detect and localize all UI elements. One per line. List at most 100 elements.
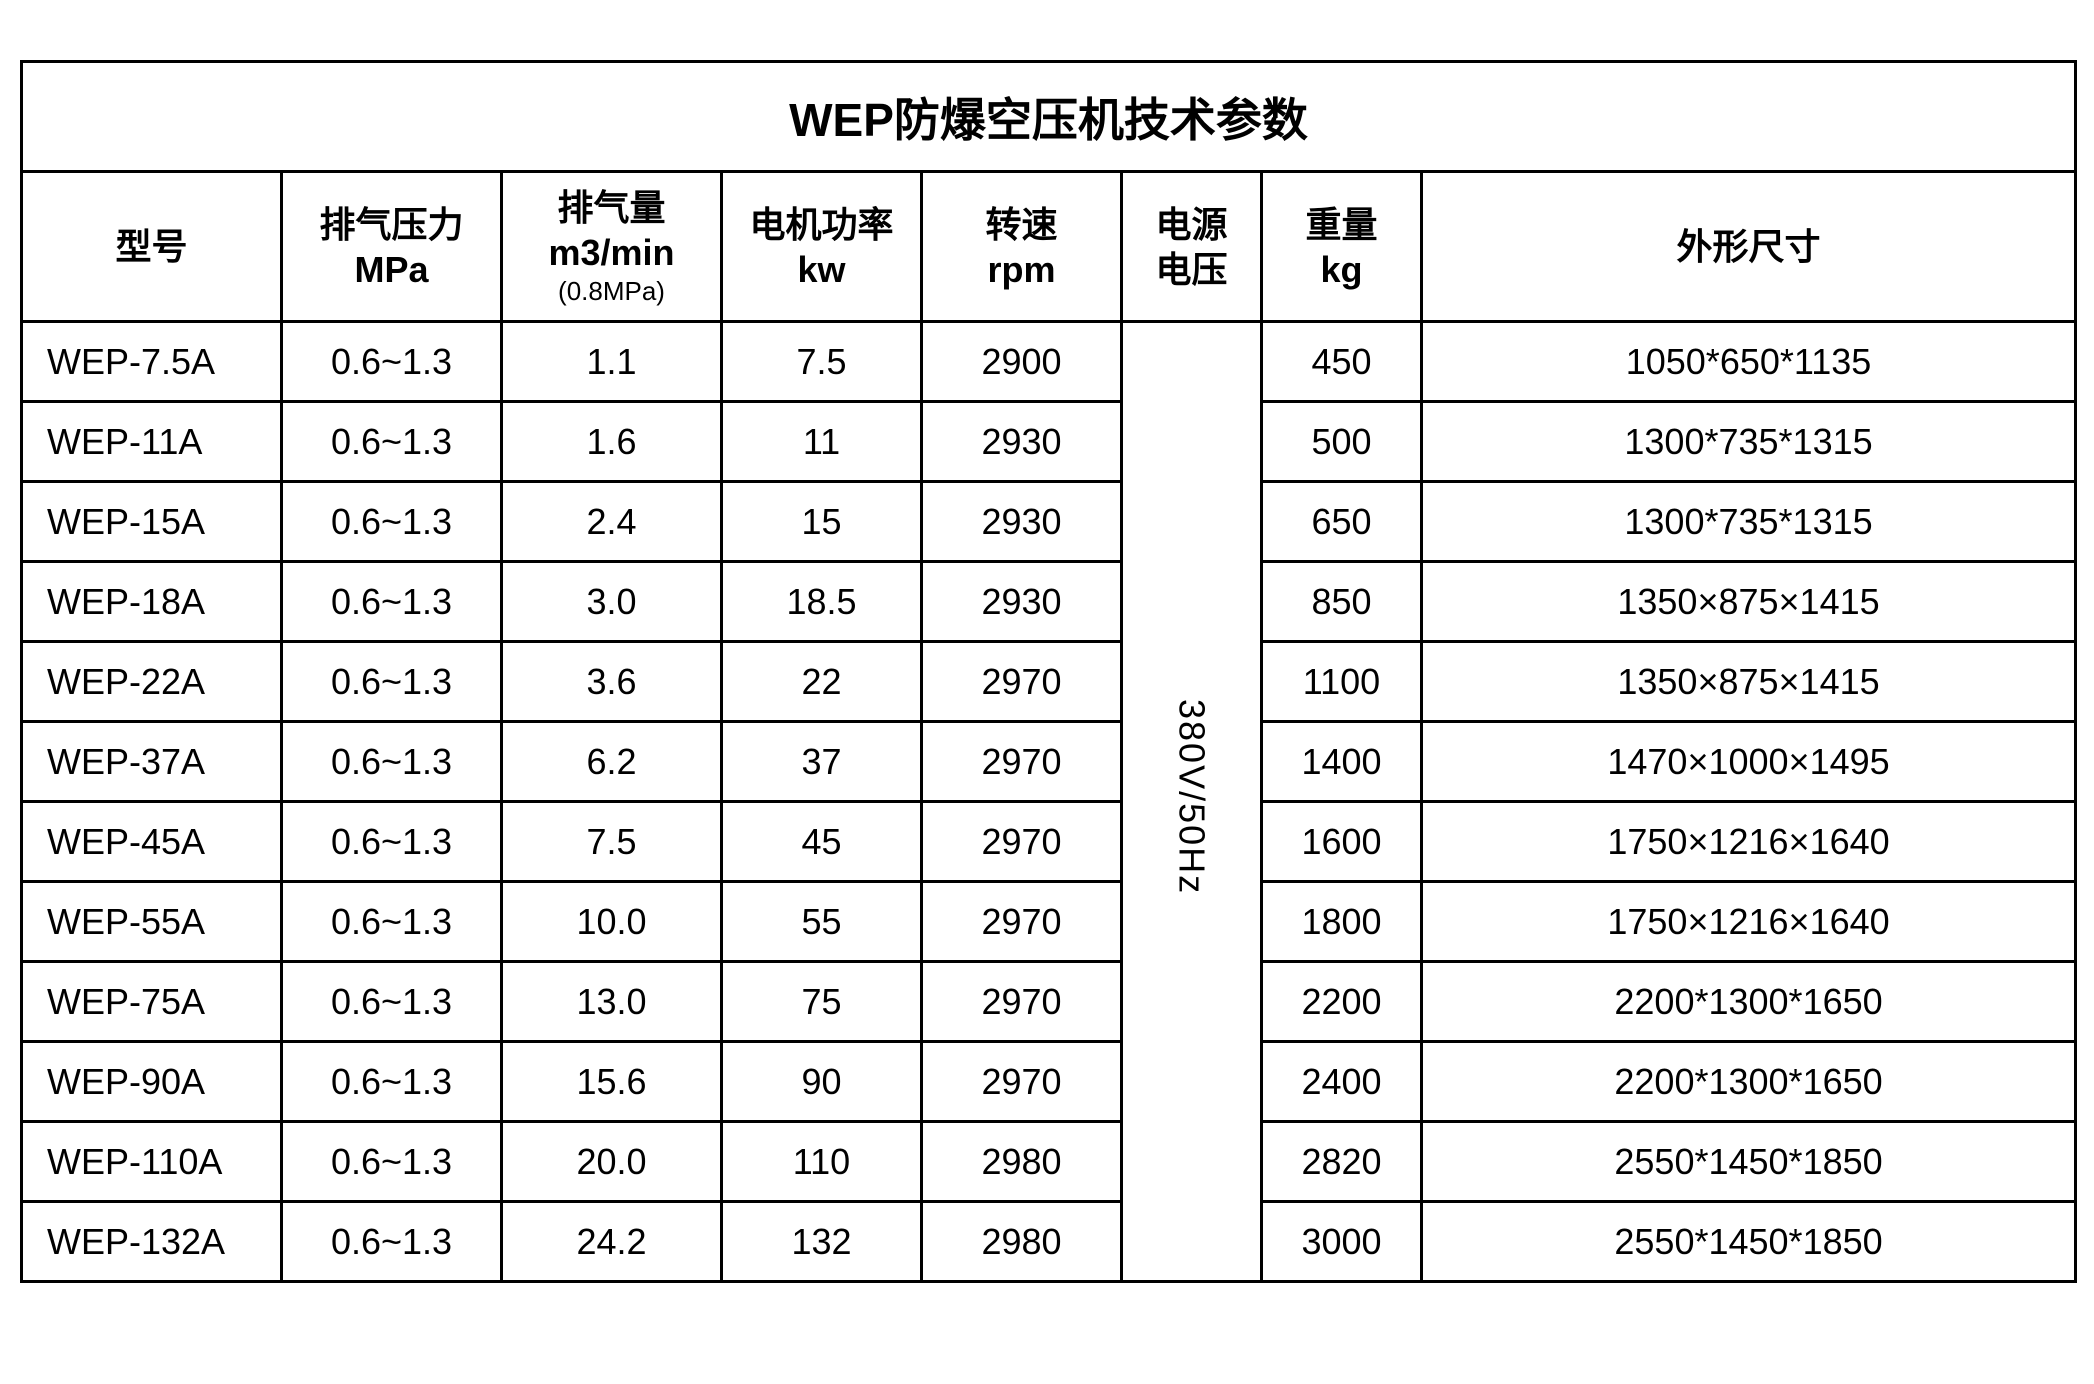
cell-pressure: 0.6~1.3 bbox=[282, 402, 502, 482]
cell-pressure: 0.6~1.3 bbox=[282, 1202, 502, 1282]
table-row: WEP-15A0.6~1.32.41529306501300*735*1315 bbox=[22, 482, 2076, 562]
cell-flow: 24.2 bbox=[502, 1202, 722, 1282]
cell-rpm: 2980 bbox=[922, 1202, 1122, 1282]
cell-pressure: 0.6~1.3 bbox=[282, 322, 502, 402]
cell-weight: 3000 bbox=[1262, 1202, 1422, 1282]
cell-model: WEP-90A bbox=[22, 1042, 282, 1122]
cell-model: WEP-55A bbox=[22, 882, 282, 962]
cell-flow: 1.1 bbox=[502, 322, 722, 402]
table-row: WEP-110A0.6~1.320.0110298028202550*1450*… bbox=[22, 1122, 2076, 1202]
cell-pressure: 0.6~1.3 bbox=[282, 722, 502, 802]
table-row: WEP-132A0.6~1.324.2132298030002550*1450*… bbox=[22, 1202, 2076, 1282]
cell-dims: 2550*1450*1850 bbox=[1422, 1202, 2076, 1282]
col-header-power-unit: kw bbox=[797, 249, 845, 290]
table-row: WEP-90A0.6~1.315.6902970 24002200*1300*16… bbox=[22, 1042, 2076, 1122]
cell-pressure: 0.6~1.3 bbox=[282, 882, 502, 962]
col-header-weight: 重量 kg bbox=[1262, 172, 1422, 322]
cell-flow: 3.6 bbox=[502, 642, 722, 722]
cell-flow: 1.6 bbox=[502, 402, 722, 482]
cell-flow: 15.6 bbox=[502, 1042, 722, 1122]
cell-weight: 450 bbox=[1262, 322, 1422, 402]
cell-dims: 1470×1000×1495 bbox=[1422, 722, 2076, 802]
voltage-value: 380V/50Hz bbox=[1171, 699, 1213, 895]
cell-power: 11 bbox=[722, 402, 922, 482]
col-header-dims: 外形尺寸 bbox=[1422, 172, 2076, 322]
col-header-model: 型号 bbox=[22, 172, 282, 322]
cell-flow: 6.2 bbox=[502, 722, 722, 802]
cell-power: 110 bbox=[722, 1122, 922, 1202]
col-header-pressure-label: 排气压力 bbox=[319, 204, 463, 245]
cell-power: 45 bbox=[722, 802, 922, 882]
cell-flow: 20.0 bbox=[502, 1122, 722, 1202]
cell-flow: 7.5 bbox=[502, 802, 722, 882]
cell-rpm: 2900 bbox=[922, 322, 1122, 402]
cell-pressure: 0.6~1.3 bbox=[282, 802, 502, 882]
col-header-voltage-unit: 电压 bbox=[1155, 249, 1227, 290]
cell-model: WEP-37A bbox=[22, 722, 282, 802]
cell-power: 90 bbox=[722, 1042, 922, 1122]
cell-model: WEP-132A bbox=[22, 1202, 282, 1282]
cell-dims: 2550*1450*1850 bbox=[1422, 1122, 2076, 1202]
table-row: WEP-45A0.6~1.37.545297016001750×1216×164… bbox=[22, 802, 2076, 882]
table-row: WEP-75A0.6~1.313.075297022002200*1300*16… bbox=[22, 962, 2076, 1042]
col-header-voltage: 电源 电压 bbox=[1122, 172, 1262, 322]
col-header-rpm-label: 转速 bbox=[985, 204, 1057, 245]
cell-pressure: 0.6~1.3 bbox=[282, 642, 502, 722]
cell-weight: 2400 bbox=[1262, 1042, 1422, 1122]
cell-rpm: 2970 bbox=[922, 962, 1122, 1042]
table-row: WEP-37A0.6~1.36.237297014001470×1000×149… bbox=[22, 722, 2076, 802]
col-header-weight-unit: kg bbox=[1320, 249, 1362, 290]
cell-rpm: 2970 bbox=[922, 642, 1122, 722]
table-row: WEP-55A0.6~1.310.055297018001750×1216×16… bbox=[22, 882, 2076, 962]
cell-flow: 2.4 bbox=[502, 482, 722, 562]
cell-dims: 1300*735*1315 bbox=[1422, 402, 2076, 482]
cell-flow: 10.0 bbox=[502, 882, 722, 962]
cell-power: 75 bbox=[722, 962, 922, 1042]
col-header-flow-note: (0.8MPa) bbox=[503, 275, 720, 308]
table-title: WEP防爆空压机技术参数 bbox=[22, 62, 2076, 172]
table-row: WEP-18A0.6~1.33.018.529308501350×875×141… bbox=[22, 562, 2076, 642]
col-header-power-label: 电机功率 bbox=[749, 204, 893, 245]
cell-dims: 2200*1300*1650 bbox=[1422, 1042, 2076, 1122]
cell-rpm: 2930 bbox=[922, 482, 1122, 562]
col-header-flow-unit: m3/min bbox=[548, 232, 674, 273]
table-body: WEP-7.5A0.6~1.31.17.52900380V/50Hz450105… bbox=[22, 322, 2076, 1282]
cell-dims: 1050*650*1135 bbox=[1422, 322, 2076, 402]
cell-model: WEP-7.5A bbox=[22, 322, 282, 402]
cell-model: WEP-18A bbox=[22, 562, 282, 642]
cell-power: 15 bbox=[722, 482, 922, 562]
table-row: WEP-22A0.6~1.33.622297011001350×875×1415 bbox=[22, 642, 2076, 722]
cell-dims: 1300*735*1315 bbox=[1422, 482, 2076, 562]
spec-table: WEP防爆空压机技术参数 型号 排气压力 MPa 排气量 m3/min (0.8… bbox=[20, 60, 2077, 1283]
cell-rpm: 2930 bbox=[922, 402, 1122, 482]
cell-pressure: 0.6~1.3 bbox=[282, 562, 502, 642]
cell-voltage: 380V/50Hz bbox=[1122, 322, 1262, 1282]
col-header-pressure: 排气压力 MPa bbox=[282, 172, 502, 322]
col-header-pressure-unit: MPa bbox=[354, 249, 428, 290]
col-header-rpm-unit: rpm bbox=[987, 249, 1055, 290]
cell-rpm: 2930 bbox=[922, 562, 1122, 642]
cell-power: 22 bbox=[722, 642, 922, 722]
cell-dims: 1350×875×1415 bbox=[1422, 642, 2076, 722]
cell-pressure: 0.6~1.3 bbox=[282, 482, 502, 562]
cell-model: WEP-45A bbox=[22, 802, 282, 882]
cell-pressure: 0.6~1.3 bbox=[282, 1042, 502, 1122]
cell-power: 37 bbox=[722, 722, 922, 802]
cell-dims: 1750×1216×1640 bbox=[1422, 882, 2076, 962]
cell-model: WEP-75A bbox=[22, 962, 282, 1042]
table-row: WEP-11A0.6~1.31.61129305001300*735*1315 bbox=[22, 402, 2076, 482]
cell-weight: 2200 bbox=[1262, 962, 1422, 1042]
cell-rpm: 2970 bbox=[922, 722, 1122, 802]
cell-rpm: 2970 bbox=[922, 882, 1122, 962]
cell-model: WEP-22A bbox=[22, 642, 282, 722]
cell-rpm: 2970 bbox=[922, 802, 1122, 882]
cell-power: 18.5 bbox=[722, 562, 922, 642]
cell-pressure: 0.6~1.3 bbox=[282, 1122, 502, 1202]
cell-flow: 13.0 bbox=[502, 962, 722, 1042]
cell-weight: 2820 bbox=[1262, 1122, 1422, 1202]
cell-rpm: 2970 bbox=[922, 1042, 1122, 1122]
cell-pressure: 0.6~1.3 bbox=[282, 962, 502, 1042]
cell-model: WEP-110A bbox=[22, 1122, 282, 1202]
cell-model: WEP-11A bbox=[22, 402, 282, 482]
col-header-flow: 排气量 m3/min (0.8MPa) bbox=[502, 172, 722, 322]
